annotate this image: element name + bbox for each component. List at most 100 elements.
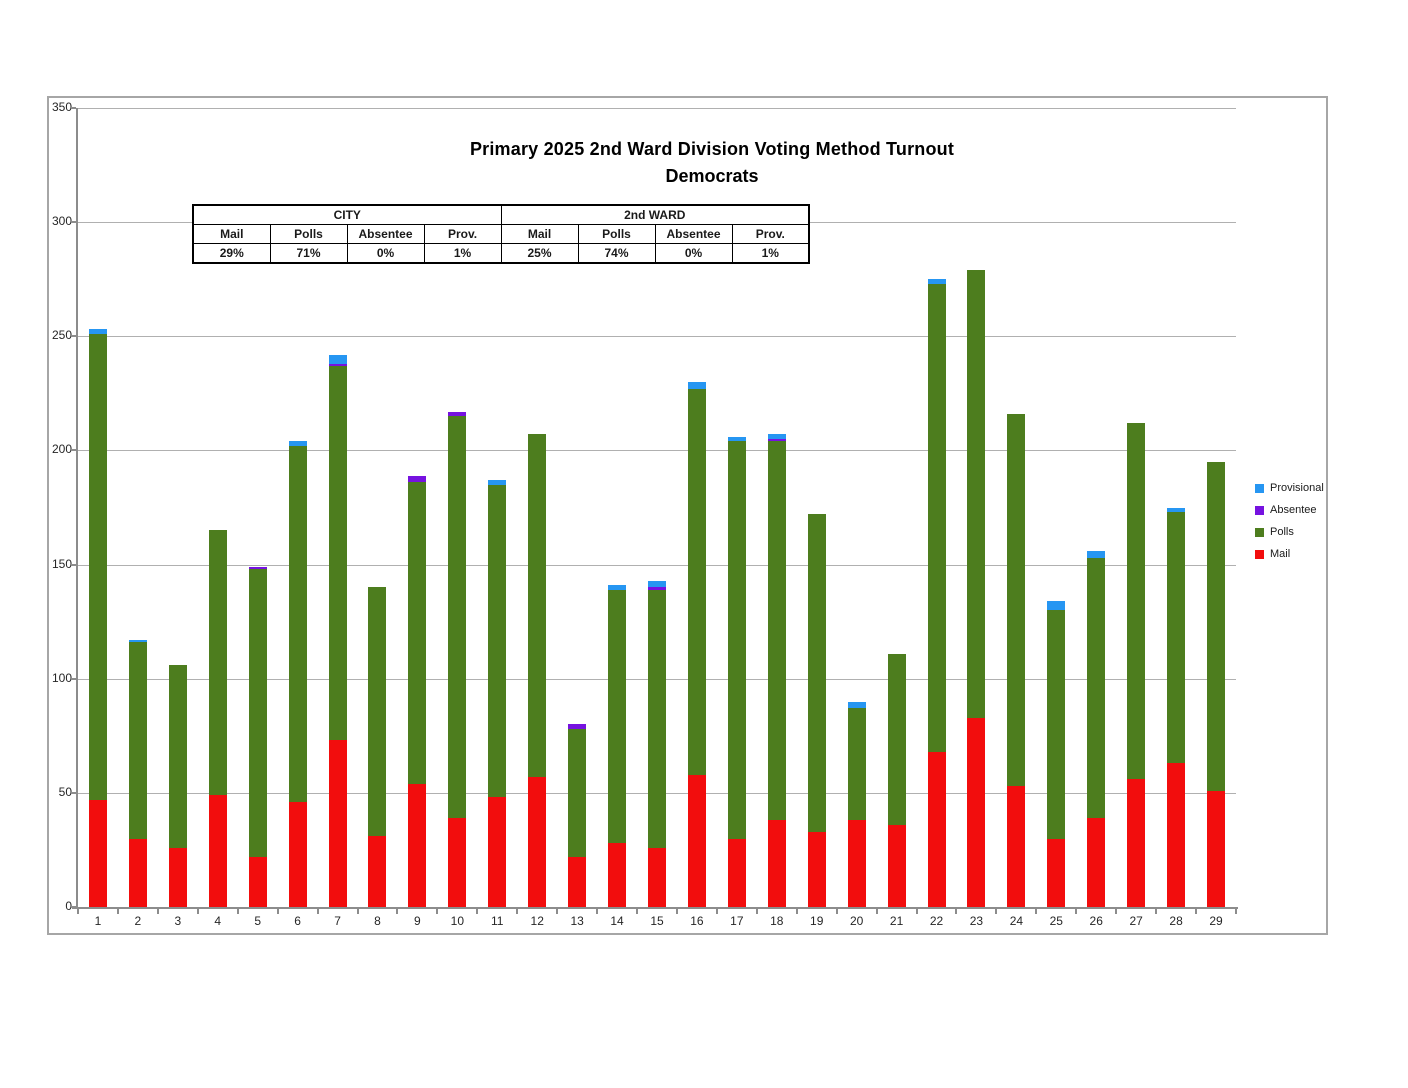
bar-segment-provisional-2 — [128, 639, 147, 643]
x-axis-label-28: 28 — [1169, 914, 1183, 928]
table-value-1: 71% — [269, 243, 348, 264]
legend-label-provisional: Provisional — [1270, 482, 1324, 494]
bar-segment-polls-13 — [568, 728, 587, 857]
bar-segment-mail-10 — [448, 817, 467, 907]
bar-segment-mail-12 — [528, 776, 547, 907]
x-tick-20 — [875, 909, 878, 914]
x-tick-7 — [356, 909, 359, 914]
bar-division-5 — [248, 566, 267, 907]
plot-area — [78, 108, 1236, 907]
x-axis-label-27: 27 — [1129, 914, 1143, 928]
bar-segment-polls-12 — [528, 434, 547, 777]
bar-segment-mail-28 — [1167, 763, 1186, 907]
bar-segment-provisional-18 — [767, 434, 786, 440]
table-group-header-2nd-ward: 2nd WARD — [500, 204, 810, 225]
y-tick-0 — [71, 906, 76, 908]
x-axis-label-20: 20 — [849, 914, 864, 928]
x-axis-label-7: 7 — [334, 914, 341, 928]
x-axis-label-22: 22 — [929, 914, 944, 928]
x-tick-4 — [236, 909, 239, 914]
bar-division-2 — [128, 639, 147, 907]
legend-item-polls: Polls — [1255, 521, 1324, 543]
bar-segment-provisional-16 — [687, 381, 706, 389]
x-tick-14 — [636, 909, 639, 914]
table-col-header-2-absentee: Absentee — [346, 224, 425, 244]
y-tick-100 — [71, 677, 76, 680]
bar-segment-provisional-7 — [328, 354, 347, 364]
table-value-7: 1% — [731, 243, 810, 264]
bar-segment-polls-27 — [1127, 423, 1146, 780]
x-axis-label-24: 24 — [1009, 914, 1024, 928]
y-tick-150 — [71, 563, 76, 566]
bar-segment-mail-6 — [288, 802, 307, 907]
y-tick-250 — [71, 335, 76, 338]
bar-segment-polls-8 — [368, 587, 387, 837]
x-axis-label-12: 12 — [530, 914, 544, 928]
table-col-header-7-prov: Prov. — [731, 224, 810, 244]
bar-segment-provisional-28 — [1167, 507, 1186, 513]
x-axis-label-25: 25 — [1049, 914, 1063, 928]
bar-segment-polls-23 — [967, 270, 986, 718]
table-col-header-6-absentee: Absentee — [654, 224, 733, 244]
x-tick-10 — [476, 909, 479, 914]
x-axis-label-23: 23 — [969, 914, 984, 928]
x-tick-9 — [436, 909, 439, 914]
bar-segment-polls-14 — [608, 589, 627, 844]
bar-segment-mail-8 — [368, 836, 387, 907]
table-value-5: 74% — [577, 243, 656, 264]
x-tick-2 — [156, 909, 159, 914]
y-tick-300 — [71, 221, 76, 224]
bar-segment-polls-19 — [807, 514, 826, 832]
legend-item-absentee: Absentee — [1255, 499, 1324, 521]
x-axis-label-2: 2 — [134, 914, 142, 928]
bar-segment-mail-21 — [887, 824, 906, 907]
bar-segment-polls-25 — [1047, 610, 1066, 839]
y-axis-label-50: 50 — [58, 784, 72, 799]
legend-swatch-absentee-icon — [1255, 505, 1264, 515]
legend-item-mail: Mail — [1255, 543, 1324, 565]
bar-segment-polls-9 — [408, 482, 427, 784]
bar-segment-mail-2 — [128, 838, 147, 907]
x-tick-15 — [675, 909, 678, 914]
legend-item-provisional: Provisional — [1255, 477, 1324, 499]
x-axis-label-14: 14 — [610, 914, 624, 928]
x-axis-line — [72, 907, 1238, 909]
y-axis-label-300: 300 — [51, 214, 72, 229]
turnout-summary-table: CITY 2nd WARD Mail Polls Absentee Prov. Mail Po… — [192, 204, 810, 264]
bar-segment-mail-18 — [767, 820, 786, 907]
x-axis-label-11: 11 — [491, 914, 504, 928]
bar-segment-mail-15 — [648, 847, 666, 907]
bar-division-13 — [568, 724, 587, 907]
bar-segment-polls-29 — [1207, 461, 1226, 791]
bar-segment-mail-4 — [208, 795, 227, 907]
bar-division-18 — [767, 434, 786, 907]
bar-segment-provisional-22 — [927, 279, 946, 284]
bar-segment-mail-5 — [248, 856, 267, 907]
bar-division-3 — [168, 665, 187, 907]
gridline-150 — [78, 564, 1236, 566]
table-col-header-1-polls: Polls — [269, 224, 348, 244]
bar-segment-provisional-14 — [608, 585, 627, 590]
x-tick-16 — [715, 909, 718, 914]
bar-segment-provisional-26 — [1087, 550, 1106, 558]
legend-swatch-mail-icon — [1255, 549, 1264, 559]
bar-division-24 — [1007, 413, 1026, 907]
bar-segment-provisional-15 — [648, 580, 666, 588]
x-tick-5 — [276, 909, 279, 914]
bar-segment-polls-10 — [448, 416, 467, 818]
x-tick-1 — [116, 909, 119, 914]
x-tick-21 — [915, 909, 918, 914]
x-tick-0 — [77, 909, 79, 914]
bar-segment-absentee-7 — [328, 363, 347, 366]
bar-segment-provisional-1 — [88, 329, 107, 335]
bar-segment-mail-7 — [328, 740, 347, 907]
bar-segment-polls-17 — [727, 441, 746, 839]
bar-division-12 — [528, 434, 547, 907]
x-axis-label-19: 19 — [810, 914, 824, 928]
bar-segment-polls-22 — [927, 283, 946, 752]
bar-segment-absentee-5 — [248, 566, 267, 570]
x-axis-label-17: 17 — [730, 914, 744, 928]
bar-segment-absentee-10 — [448, 411, 467, 417]
bar-segment-provisional-11 — [488, 480, 507, 485]
bar-segment-polls-7 — [328, 365, 347, 741]
